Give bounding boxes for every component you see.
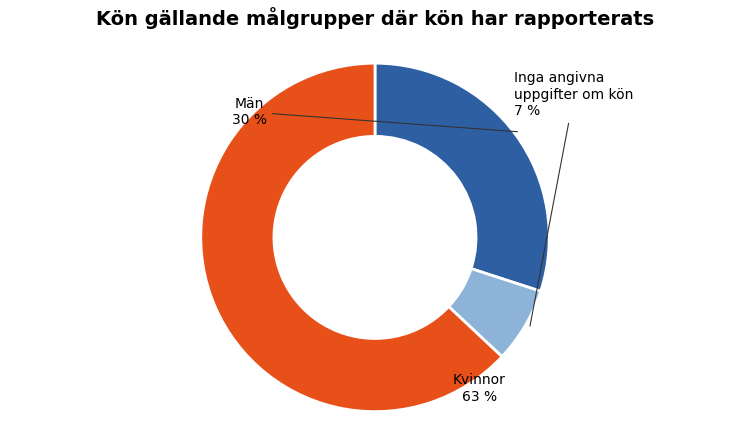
Text: Män
30 %: Män 30 %: [232, 97, 518, 132]
Text: Inga angivna
uppgifter om kön
7 %: Inga angivna uppgifter om kön 7 %: [514, 72, 634, 326]
Text: Kvinnor
63 %: Kvinnor 63 %: [453, 373, 506, 403]
Title: Kön gällande målgrupper där kön har rapporterats: Kön gällande målgrupper där kön har rapp…: [96, 7, 654, 29]
Wedge shape: [448, 269, 541, 357]
Wedge shape: [201, 63, 502, 412]
Wedge shape: [375, 63, 549, 291]
